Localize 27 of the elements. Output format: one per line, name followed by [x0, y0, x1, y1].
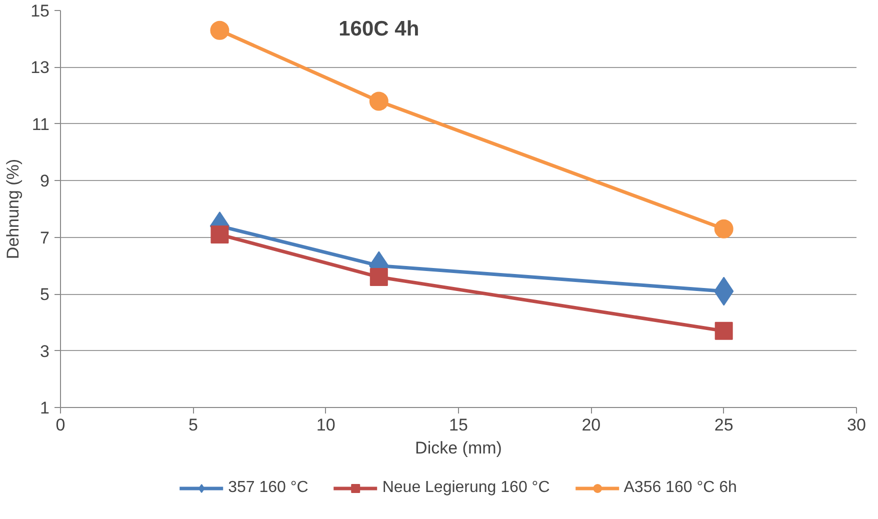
y-tick-label: 1: [40, 398, 50, 418]
chart-title: 160C 4h: [338, 18, 420, 40]
x-tick-label: 30: [847, 416, 866, 434]
y-tick-label: 11: [32, 114, 50, 134]
point: [210, 20, 230, 40]
x-tick-label: 25: [714, 416, 734, 434]
y-tick-label: 15: [30, 2, 50, 20]
x-tick-label: 10: [316, 416, 336, 434]
x-axis-title: Dicke (mm): [415, 438, 502, 458]
y-tick-label: 5: [40, 285, 50, 304]
y-tick-label: 13: [30, 58, 50, 78]
x-tick-label: 0: [56, 416, 66, 434]
x-tick-label: 15: [449, 416, 468, 434]
x-tick-label: 20: [582, 416, 601, 434]
y-tick-label: 7: [40, 228, 50, 248]
point: [714, 322, 733, 340]
point: [370, 268, 388, 286]
point: [369, 92, 388, 111]
legend-label: A356 160 °C 6h: [624, 478, 737, 496]
x-tick-label: 5: [188, 416, 198, 434]
y-tick-label: 3: [40, 342, 50, 361]
legend-label: 357 160 °C: [228, 478, 308, 496]
legend-label: Neue Legierung 160 °C: [382, 478, 550, 496]
point: [210, 226, 229, 244]
point: [714, 219, 734, 238]
y-axis-title: Dehnung (%): [4, 158, 23, 260]
y-tick-label: 9: [40, 172, 50, 191]
